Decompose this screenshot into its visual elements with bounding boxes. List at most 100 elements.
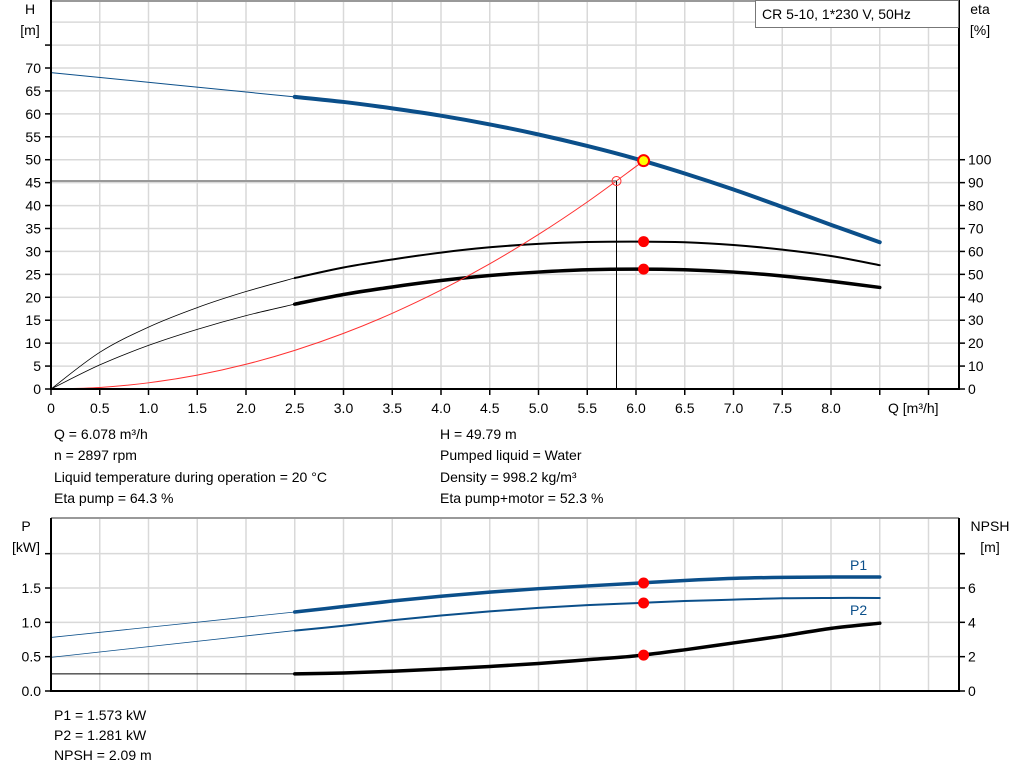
h-axis-unit: [m] xyxy=(20,22,39,38)
duty-point-p2 xyxy=(638,597,650,609)
q-tick-label: 1.0 xyxy=(139,400,159,416)
q-tick-label: 6.0 xyxy=(626,400,646,416)
eta-tick-label: 70 xyxy=(968,221,984,237)
p-tick-label: 1.5 xyxy=(22,580,42,596)
h-tick-label: 25 xyxy=(25,266,41,282)
info-right: H = 49.79 m Pumped liquid = Water Densit… xyxy=(440,424,603,509)
q-tick-label: 2.5 xyxy=(285,400,305,416)
head-curve-line-extrapolated xyxy=(50,72,295,98)
h-tick-label: 50 xyxy=(25,152,41,168)
h-tick-label: 40 xyxy=(25,198,41,214)
title-box xyxy=(755,0,959,28)
title-box-text: CR 5-10, 1*230 V, 50Hz xyxy=(762,6,911,22)
duty-point-npsh xyxy=(638,649,650,661)
q-tick-label: 0.5 xyxy=(90,400,110,416)
eta-pump-curve-line xyxy=(293,240,881,280)
npsh-axis-label: NPSH xyxy=(971,518,1010,534)
info-eta-pump-motor: Eta pump+motor = 52.3 % xyxy=(440,489,604,506)
eta-tick-label: 20 xyxy=(968,335,984,351)
eta-axis-unit: [%] xyxy=(970,22,990,38)
q-tick-label: 5.5 xyxy=(578,400,598,416)
eta-tick-label: 100 xyxy=(968,152,992,168)
info-flow: Q = 6.078 m³/h xyxy=(54,426,148,442)
eta-pump-motor-curve-line xyxy=(293,267,882,306)
p-axis-unit: [kW] xyxy=(12,539,40,555)
q-tick-label: 8.0 xyxy=(821,400,841,416)
system-curve xyxy=(50,160,644,390)
npsh-tick-label: 0 xyxy=(968,683,976,699)
eta-tick-label: 40 xyxy=(968,289,984,305)
q-tick-label: 7.0 xyxy=(724,400,744,416)
npsh-curve-line xyxy=(293,621,882,676)
q-tick-label: 5.0 xyxy=(529,400,549,416)
p-axis-label: P xyxy=(21,518,30,534)
eta-tick-label: 80 xyxy=(968,198,984,214)
h-tick-label: 70 xyxy=(25,60,41,76)
info-npsh: NPSH = 2.09 m xyxy=(54,747,152,763)
h-tick-label: 65 xyxy=(25,83,41,99)
h-tick-label: 20 xyxy=(25,289,41,305)
p1-curve-line xyxy=(293,575,882,614)
p2-series-label: P2 xyxy=(850,602,867,618)
h-tick-label: 60 xyxy=(25,106,41,122)
q-tick-label: 1.5 xyxy=(188,400,208,416)
info-p1: P1 = 1.573 kW xyxy=(54,707,147,723)
info-speed: n = 2897 rpm xyxy=(54,447,137,464)
h-axis-label: H xyxy=(25,1,35,17)
eta-tick-label: 30 xyxy=(968,312,984,328)
eta-pump-motor-curve-line-extrapolated xyxy=(50,303,295,390)
duty-point-p1 xyxy=(638,577,650,589)
h-tick-label: 15 xyxy=(25,312,41,328)
q-tick-label: 6.5 xyxy=(675,400,695,416)
q-tick-label: 0 xyxy=(47,400,55,416)
duty-point-eta-pump xyxy=(638,236,650,248)
npsh-tick-label: 6 xyxy=(968,580,976,596)
h-tick-label: 10 xyxy=(25,335,41,351)
info-p2: P2 = 1.281 kW xyxy=(54,727,147,743)
p1-series-label: P1 xyxy=(850,557,867,573)
eta-tick-label: 90 xyxy=(968,175,984,191)
info-head: H = 49.79 m xyxy=(440,426,517,442)
p-tick-label: 1.0 xyxy=(22,614,42,630)
h-tick-label: 45 xyxy=(25,175,41,191)
info-temperature: Liquid temperature during operation = 20… xyxy=(54,468,327,485)
bottom-curves xyxy=(50,575,882,676)
info-eta-pump: Eta pump = 64.3 % xyxy=(54,489,174,506)
p2-curve-line-extrapolated xyxy=(50,630,295,658)
head-curve-line xyxy=(292,94,882,245)
axes: 0 0.5 1.0 1.5 2.0 2.5 3.0 3.5 4.0 4.5 5.0 5.5 6.0 6.5… xyxy=(22,0,992,699)
top-grid xyxy=(51,0,959,389)
info-density: Density = 998.2 kg/m³ xyxy=(440,468,577,485)
p-tick-label: 0.0 xyxy=(22,683,42,699)
top-curves xyxy=(50,72,882,390)
eta-tick-label: 10 xyxy=(968,358,984,374)
q-tick-label: 2.0 xyxy=(236,400,256,416)
q-tick-label: 3.0 xyxy=(334,400,354,416)
h-tick-label: 30 xyxy=(25,243,41,259)
q-tick-label: 4.0 xyxy=(431,400,451,416)
q-axis-label: Q [m³/h] xyxy=(888,400,939,416)
h-tick-label: 55 xyxy=(25,129,41,145)
duty-point-head xyxy=(637,154,651,168)
h-tick-label: 5 xyxy=(33,358,41,374)
eta-tick-label: 60 xyxy=(968,243,984,259)
npsh-tick-label: 2 xyxy=(968,649,976,665)
eta-pump-curve-line-extrapolated xyxy=(50,277,295,390)
eta-axis-label: eta xyxy=(970,1,990,17)
eta-tick-label: 50 xyxy=(968,266,984,282)
p-tick-label: 0.5 xyxy=(22,649,42,665)
reference-point-marker xyxy=(611,176,622,187)
eta-tick-label: 0 xyxy=(968,381,976,397)
q-tick-label: 7.5 xyxy=(773,400,793,416)
npsh-tick-label: 4 xyxy=(968,614,976,630)
npsh-axis-unit: [m] xyxy=(980,539,999,555)
h-tick-label: 35 xyxy=(25,221,41,237)
duty-point-eta-pump-motor xyxy=(638,263,650,275)
p2-curve-line xyxy=(293,596,881,632)
h-tick-label: 0 xyxy=(33,381,41,397)
q-tick-label: 3.5 xyxy=(383,400,403,416)
info-liquid: Pumped liquid = Water xyxy=(440,447,582,464)
p1-curve-line-extrapolated xyxy=(50,611,295,638)
info-left: Q = 6.078 m³/h n = 2897 rpm Liquid tempe… xyxy=(54,424,327,509)
